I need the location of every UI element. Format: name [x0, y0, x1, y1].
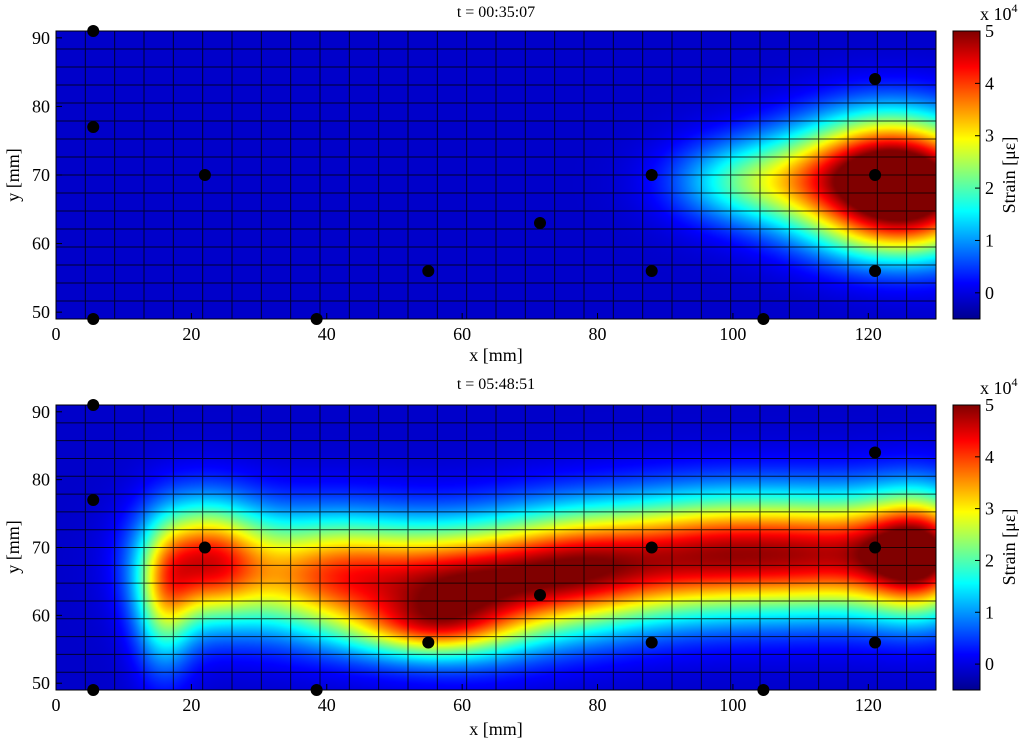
x-tick-labels: 0 20 40 60 80 100 120 — [52, 313, 882, 344]
sensor-marker — [869, 636, 882, 649]
sensor-marker — [869, 265, 882, 277]
colorbar-tick-label: 5 — [985, 395, 994, 415]
x-tick-label: 80 — [589, 695, 607, 715]
heatmap-panel-bottom: t = 05:48:51 0 20 40 60 80 100 120 5060708090 … — [3, 375, 1019, 739]
y-tick-label: 90 — [32, 402, 50, 422]
x-tick-label: 120 — [855, 324, 882, 344]
colorbar-tick-label: 3 — [985, 126, 994, 146]
x-tick-label: 100 — [719, 324, 746, 344]
grid — [56, 405, 936, 690]
colorbar-tick-label: 2 — [985, 550, 994, 570]
plot-area — [55, 399, 937, 696]
colorbar-tick-label: 5 — [985, 21, 994, 41]
colorbar-tick-label: 3 — [985, 499, 994, 519]
y-tick-label: 60 — [32, 234, 50, 254]
x-tick-label: 60 — [453, 324, 471, 344]
sensor-marker — [645, 541, 658, 554]
x-axis-label: x [mm] — [469, 345, 523, 365]
y-tick-label: 70 — [32, 165, 50, 185]
x-tick-label: 0 — [52, 324, 61, 344]
x-tick-label: 100 — [719, 695, 746, 715]
sensor-marker — [198, 541, 211, 554]
y-axis-label: y [mm] — [3, 148, 23, 202]
y-tick-label: 80 — [32, 96, 50, 116]
x-tick-label: 20 — [182, 695, 200, 715]
x-tick-label: 80 — [589, 324, 607, 344]
sensor-marker — [87, 121, 100, 133]
colorbar: 0 1 2 3 4 5 — [952, 395, 994, 691]
heatmap-panel-top: t = 00:35:07 0 20 40 60 80 100 120 5060708090 … — [3, 1, 1019, 365]
colorbar-gradient — [952, 30, 981, 320]
x-tick-label: 0 — [52, 695, 61, 715]
colorbar-tick-label: 4 — [985, 73, 994, 93]
sensor-marker — [422, 265, 435, 277]
x-tick-label: 60 — [453, 695, 471, 715]
y-tick-label: 50 — [32, 673, 50, 693]
chart-title: t = 00:35:07 — [457, 4, 535, 21]
y-tick-label: 80 — [32, 470, 50, 490]
colorbar-gradient — [952, 404, 981, 691]
y-tick-label: 50 — [32, 302, 50, 322]
y-tick-labels: 50 60 70 80 90 — [32, 28, 62, 322]
x-tick-label: 20 — [182, 324, 200, 344]
colorbar-exponent: x 104 — [980, 375, 1018, 398]
colorbar-tick-label: 4 — [985, 447, 994, 467]
sensor-marker — [645, 169, 658, 181]
x-tick-label: 120 — [855, 695, 882, 715]
x-axis-label: x [mm] — [469, 719, 523, 739]
y-tick-labels: 50 60 70 80 90 — [32, 402, 62, 693]
sensor-marker — [869, 73, 882, 85]
sensor-marker — [534, 589, 546, 601]
sensor-marker — [869, 169, 882, 181]
y-tick-label: 90 — [32, 28, 50, 48]
sensor-marker — [198, 169, 211, 181]
sensor-marker — [534, 217, 546, 229]
sensor-marker — [869, 446, 882, 459]
colorbar-exponent: x 104 — [980, 1, 1018, 24]
sensor-marker — [645, 265, 658, 277]
colorbar-exponent-power: 4 — [1012, 1, 1018, 15]
grid — [56, 31, 936, 319]
colorbar-tick-label: 2 — [985, 178, 994, 198]
x-tick-label: 40 — [318, 324, 336, 344]
sensor-marker — [87, 494, 100, 506]
y-tick-label: 70 — [32, 538, 50, 558]
sensor-marker — [645, 636, 658, 649]
colorbar-tick-label: 0 — [985, 283, 994, 303]
colorbar-label: Strain [με] — [999, 509, 1019, 586]
chart-title: t = 05:48:51 — [457, 376, 535, 393]
y-tick-label: 60 — [32, 605, 50, 625]
colorbar: 0 1 2 3 4 5 — [952, 21, 994, 320]
colorbar-tick-label: 1 — [985, 602, 994, 622]
sensor-marker — [869, 541, 882, 554]
colorbar-exponent-power: 4 — [1012, 375, 1018, 389]
sensor-marker — [422, 636, 435, 649]
plot-area — [55, 25, 937, 325]
x-tick-labels: 0 20 40 60 80 100 120 — [52, 684, 882, 715]
x-tick-label: 40 — [318, 695, 336, 715]
colorbar-tick-label: 0 — [985, 654, 994, 674]
colorbar-tick-label: 1 — [985, 230, 994, 250]
colorbar-label: Strain [με] — [999, 137, 1019, 214]
y-axis-label: y [mm] — [3, 520, 23, 574]
